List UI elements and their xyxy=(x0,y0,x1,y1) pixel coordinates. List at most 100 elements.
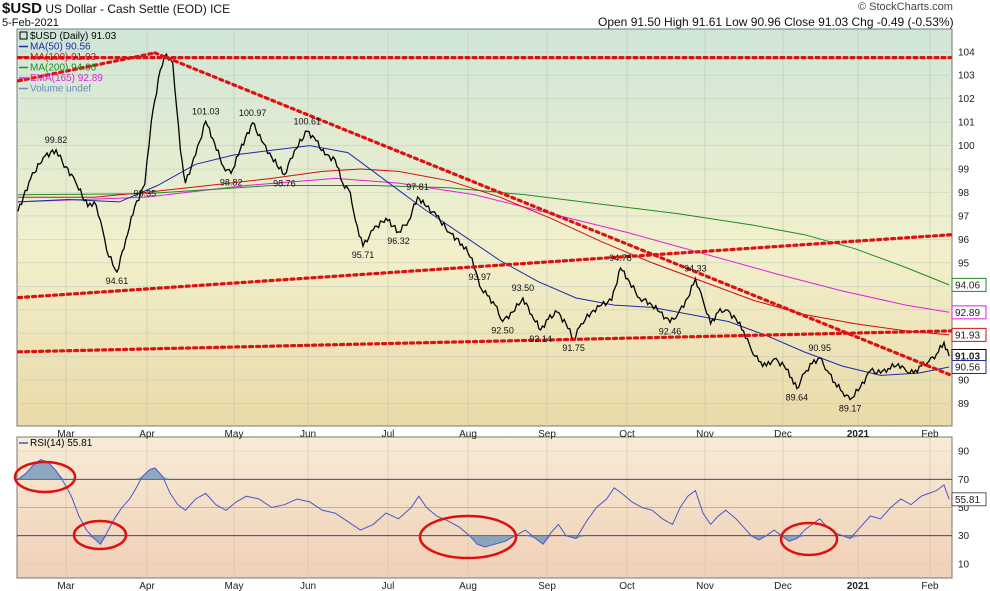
rsi-tick-label: 50 xyxy=(958,503,970,514)
x-tick-label: Mar xyxy=(57,429,75,440)
legend-entry: $USD (Daily) 91.03 xyxy=(30,31,117,42)
trend-line xyxy=(17,329,952,354)
rsi-highlight-circle xyxy=(779,521,839,557)
x-tick-label: Oct xyxy=(619,429,635,440)
price-annotation: 94.61 xyxy=(106,276,129,286)
price-tag: 92.89 xyxy=(955,308,980,319)
legend-entry: MA(50) 90.56 xyxy=(30,42,91,53)
price-annotation: 97.81 xyxy=(406,182,429,192)
price-annotation: 99.82 xyxy=(45,135,68,145)
price-annotation: 96.32 xyxy=(387,236,410,246)
x-tick-label: Aug xyxy=(459,581,477,591)
x-tick-label: 2021 xyxy=(847,581,870,591)
price-annotation: 92.46 xyxy=(659,326,682,336)
price-tag-box xyxy=(951,327,987,342)
x-tick-label: Nov xyxy=(696,429,714,440)
chart-date: 5-Feb-2021 xyxy=(2,17,59,29)
x-tick-label: Feb xyxy=(921,581,939,591)
price-tag: 91.93 xyxy=(955,330,980,341)
legend-entry: MA(200) 94.06 xyxy=(30,63,97,74)
price-annotation: 89.64 xyxy=(786,393,809,403)
legend-entry: EMA(165) 92.89 xyxy=(30,73,103,84)
legend-entry: Volume undef xyxy=(30,84,91,95)
legend-entry: MA(100) 91.93 xyxy=(30,52,97,63)
x-tick-label: Sep xyxy=(538,429,556,440)
rsi-oversold-fill xyxy=(18,535,950,547)
price-tag-box xyxy=(951,305,987,320)
price-annotation: 93.97 xyxy=(468,272,491,282)
ma50-line xyxy=(17,145,950,376)
trend-line xyxy=(153,51,952,378)
y-tick-label: 100 xyxy=(958,141,975,152)
y-tick-label: 98 xyxy=(958,188,970,199)
ohlc-readout: Open 91.50 High 91.61 Low 90.96 Close 91… xyxy=(598,15,954,29)
price-tag-box xyxy=(951,277,987,292)
x-tick-label: Oct xyxy=(619,581,635,591)
x-tick-label: May xyxy=(225,429,244,440)
price-tag: 91.03 xyxy=(955,351,980,362)
legend-swatch xyxy=(19,31,28,40)
x-tick-label: Mar xyxy=(57,581,75,591)
rsi-tick-label: 70 xyxy=(958,475,970,486)
x-tick-label: Apr xyxy=(139,429,155,440)
price-tag: 90.56 xyxy=(955,362,980,373)
y-tick-label: 97 xyxy=(958,211,970,222)
x-tick-label: Jul xyxy=(382,429,395,440)
rsi-line xyxy=(17,459,950,548)
y-tick-label: 99 xyxy=(958,165,970,176)
x-tick-label: Dec xyxy=(774,581,792,591)
price-annotation: 91.75 xyxy=(562,343,585,353)
y-tick-label: 104 xyxy=(958,47,975,58)
rsi-highlight-circle xyxy=(418,514,518,560)
rsi-highlight-circle xyxy=(13,460,77,494)
x-tick-label: Dec xyxy=(774,429,792,440)
y-tick-label: 102 xyxy=(958,94,975,105)
rsi-tick-label: 10 xyxy=(958,559,970,570)
chart-symbol-title: $USD US Dollar - Cash Settle (EOD) ICE xyxy=(2,0,230,17)
credit: © StockCharts.com xyxy=(858,1,953,13)
y-tick-label: 103 xyxy=(958,71,975,82)
ma200-line xyxy=(17,185,950,286)
instrument-name: US Dollar - Cash Settle (EOD) ICE xyxy=(45,2,231,16)
rsi-tag-box xyxy=(951,492,987,507)
price-annotation: 92.50 xyxy=(491,325,514,335)
symbol: $USD xyxy=(2,0,43,17)
price-annotation: 101.03 xyxy=(192,106,220,116)
price-tag: 94.06 xyxy=(955,280,980,291)
rsi-legend-entry: RSI(14) 55.81 xyxy=(30,438,93,449)
x-tick-label: Nov xyxy=(696,581,714,591)
x-tick-label: Jun xyxy=(300,581,316,591)
x-tick-label: 2021 xyxy=(847,429,870,440)
price-tag-box xyxy=(951,359,987,374)
price-annotation: 89.17 xyxy=(839,404,862,414)
price-annotation: 92.14 xyxy=(529,334,552,344)
x-tick-label: Apr xyxy=(139,581,155,591)
price-annotation: 94.33 xyxy=(684,264,707,274)
price-line xyxy=(17,52,950,401)
price-annotation: 98.82 xyxy=(220,177,243,187)
x-tick-label: May xyxy=(225,581,244,591)
x-tick-label: Feb xyxy=(921,429,939,440)
x-tick-label: Aug xyxy=(459,429,477,440)
y-tick-label: 96 xyxy=(958,235,970,246)
x-tick-label: Jun xyxy=(300,429,316,440)
rsi-highlight-circle xyxy=(72,519,128,551)
price-annotation: 93.50 xyxy=(512,283,535,293)
trend-line xyxy=(17,233,952,300)
y-tick-label: 101 xyxy=(958,118,975,129)
x-tick-label: Jul xyxy=(382,581,395,591)
rsi-tick-label: 30 xyxy=(958,531,970,542)
x-tick-label: Sep xyxy=(538,581,556,591)
y-tick-label: 90 xyxy=(958,376,970,387)
rsi-tick-label: 90 xyxy=(958,447,970,458)
price-annotation: 95.71 xyxy=(352,250,375,260)
price-annotation: 100.97 xyxy=(239,108,267,118)
price-annotation: 98.76 xyxy=(273,179,296,189)
price-annotation: 98.35 xyxy=(134,188,157,198)
rsi-tag: 55.81 xyxy=(955,495,980,506)
price-annotation: 94.78 xyxy=(609,253,632,263)
y-tick-label: 89 xyxy=(958,399,970,410)
price-annotation: 90.95 xyxy=(808,343,831,353)
main-plot-area xyxy=(16,28,953,427)
